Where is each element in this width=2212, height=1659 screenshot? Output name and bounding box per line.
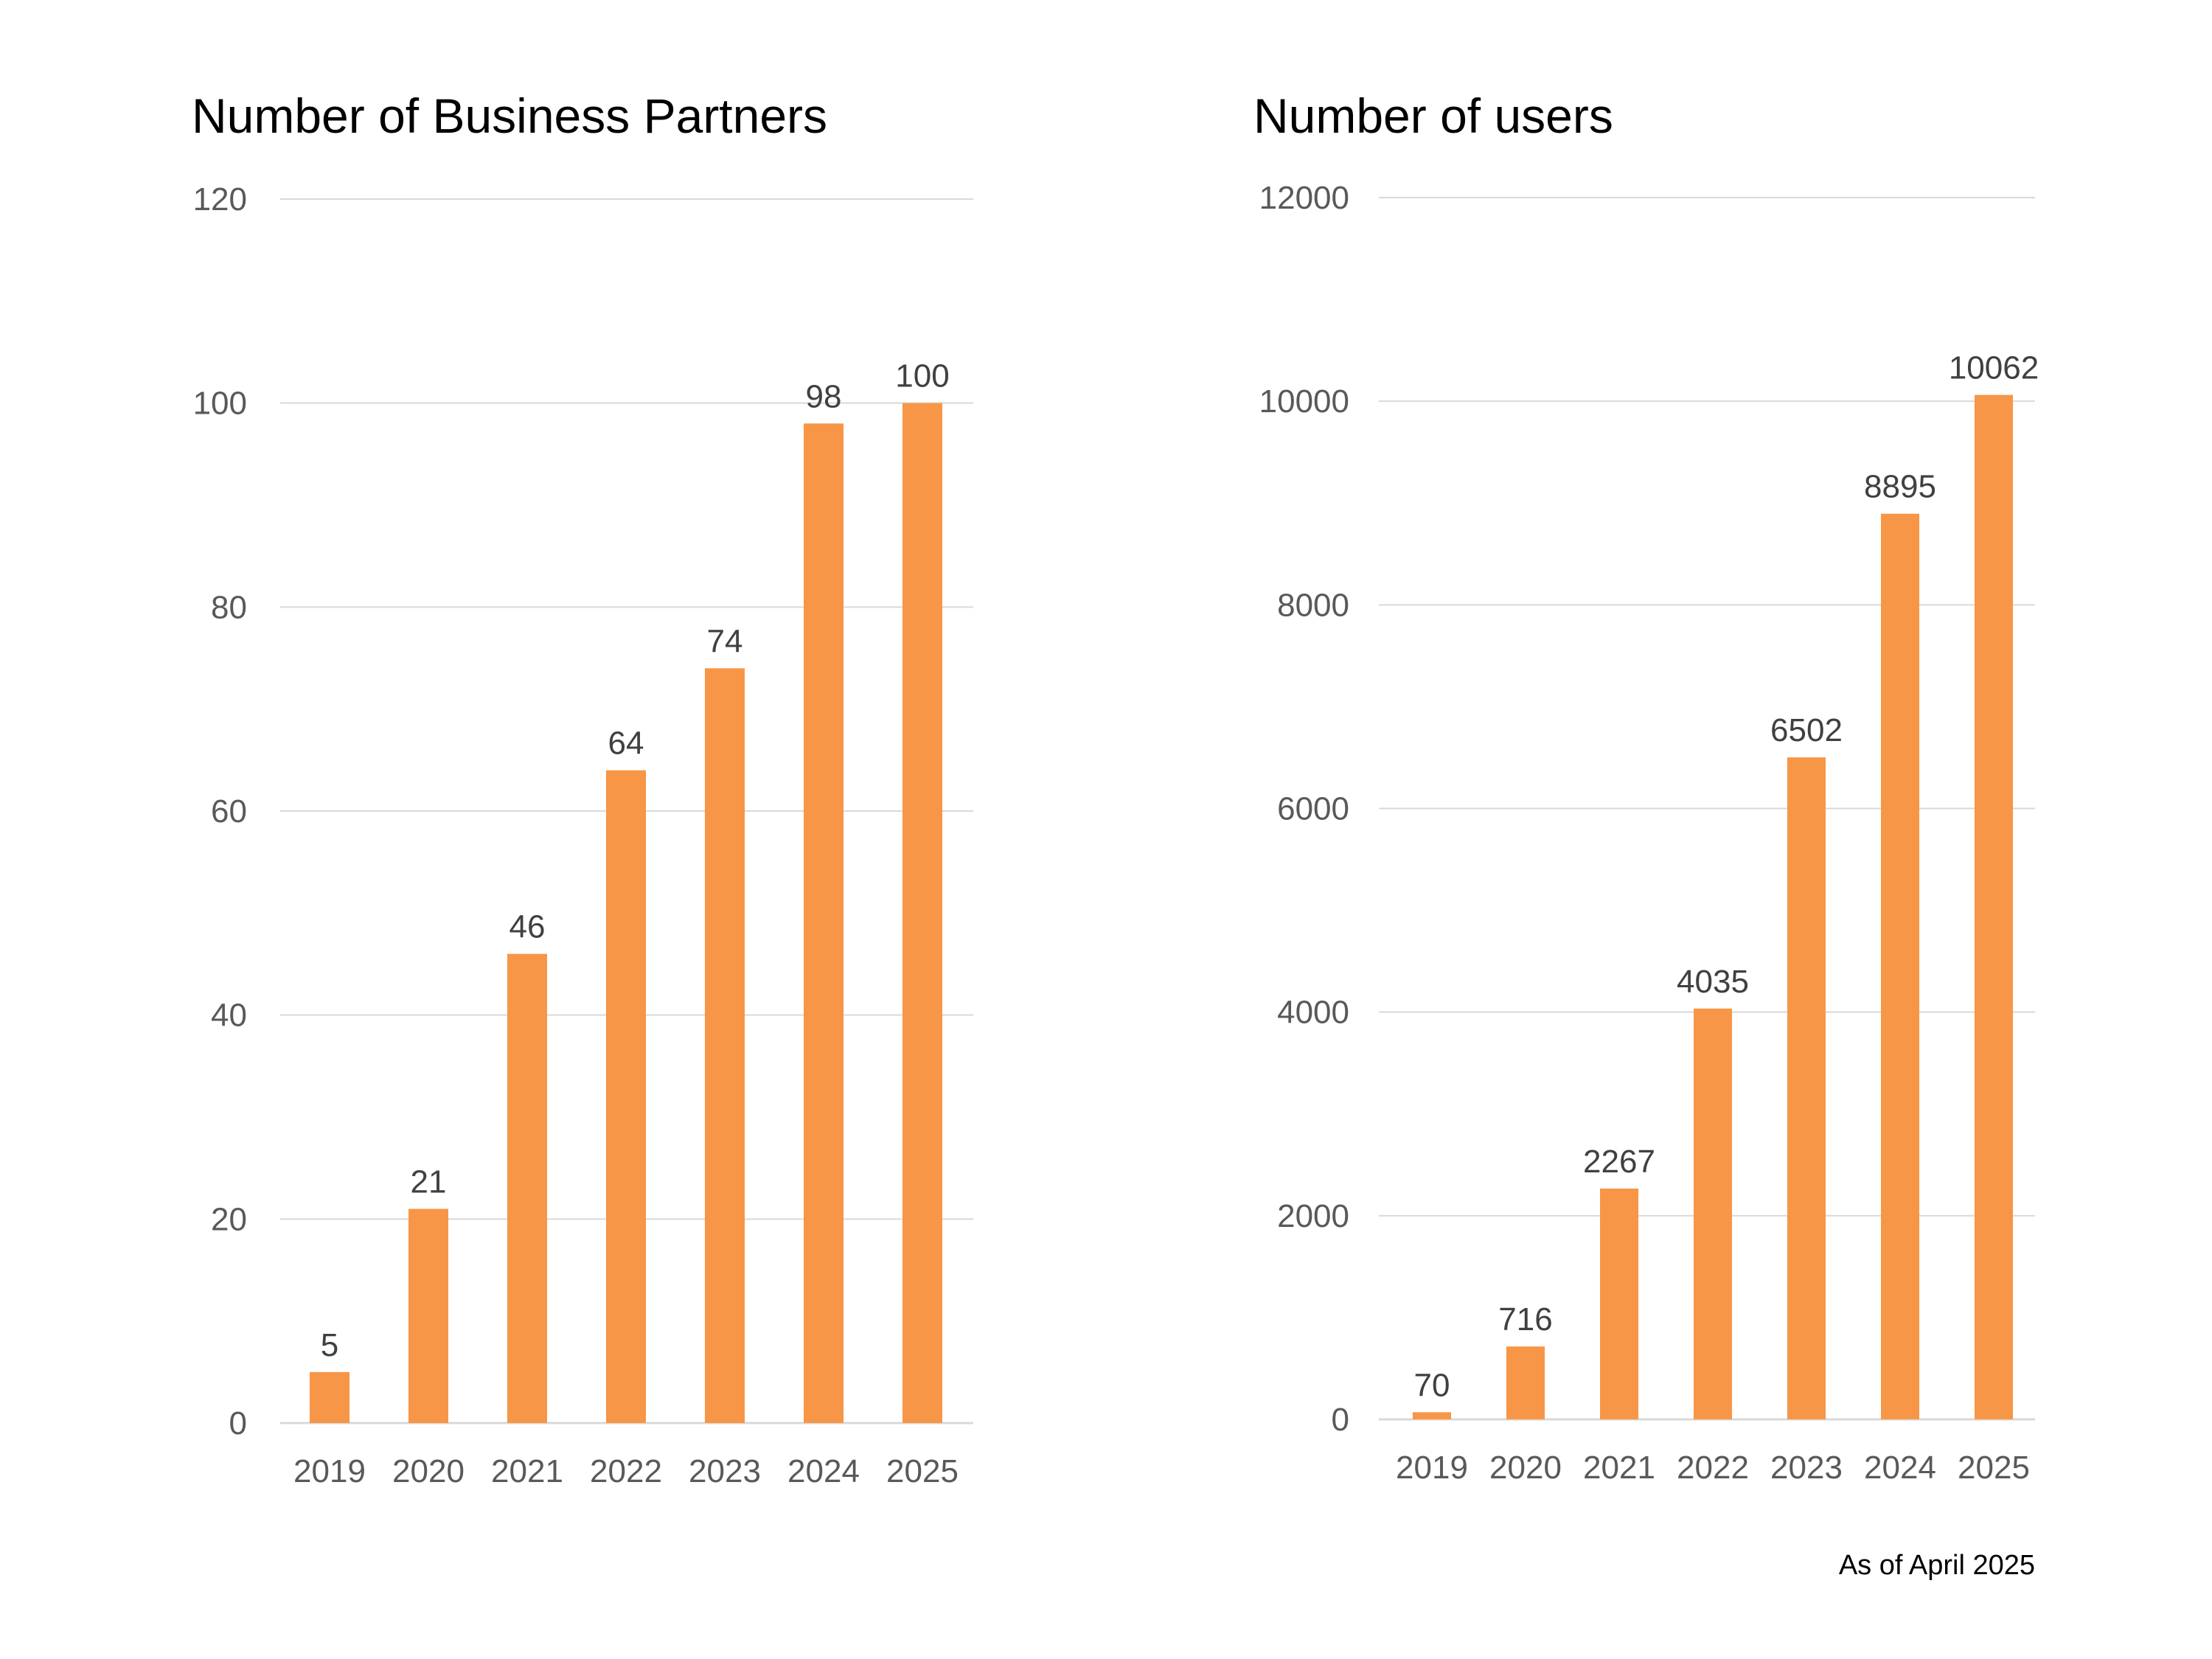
data-label: 8895 — [1864, 469, 1936, 505]
gridlines — [280, 198, 973, 1425]
y-tick-label: 4000 — [1277, 995, 1349, 1031]
bar — [1413, 1412, 1451, 1419]
x-tick-label: 2025 — [1958, 1450, 2030, 1486]
chart-title: Number of users — [1253, 88, 1613, 143]
x-tick-label: 2024 — [787, 1453, 860, 1489]
x-tick-label: 2023 — [689, 1453, 761, 1489]
data-labels: 5 21 46 64 74 98 100 — [321, 358, 950, 1363]
bar — [804, 423, 844, 1424]
data-label: 6502 — [1770, 712, 1843, 748]
bar — [1600, 1188, 1638, 1419]
bar — [1975, 394, 2013, 1420]
y-tick-label: 80 — [211, 589, 247, 625]
y-tick-label: 20 — [211, 1201, 247, 1237]
data-label: 2267 — [1583, 1144, 1655, 1180]
data-label: 74 — [707, 623, 743, 659]
x-tick-label: 2020 — [392, 1453, 465, 1489]
data-label: 46 — [509, 909, 546, 945]
chart-title: Number of Business Partners — [192, 88, 827, 143]
y-tick-label: 10000 — [1259, 383, 1349, 420]
y-tick-label: 8000 — [1277, 587, 1349, 623]
y-tick-label: 12000 — [1259, 180, 1349, 216]
y-tick-label: 2000 — [1277, 1198, 1349, 1234]
x-tick-label: 2020 — [1489, 1450, 1562, 1486]
business-partners-chart: Number of Business Partners 0 20 40 60 80 100… — [192, 88, 973, 1489]
data-labels: 70 716 2267 4035 6502 8895 10062 — [1414, 350, 2039, 1404]
data-label: 4035 — [1677, 964, 1749, 1000]
bar — [1787, 757, 1826, 1419]
data-label: 100 — [895, 358, 949, 394]
bar — [310, 1371, 349, 1423]
bar — [705, 668, 745, 1423]
data-label: 716 — [1498, 1301, 1552, 1338]
data-label: 5 — [321, 1327, 338, 1363]
y-tick-label: 120 — [193, 181, 247, 218]
x-tick-label: 2025 — [886, 1453, 959, 1489]
bar — [902, 403, 942, 1423]
x-tick-label: 2019 — [293, 1453, 366, 1489]
x-tick-label: 2023 — [1770, 1450, 1843, 1486]
bar — [1881, 513, 1919, 1419]
y-axis-ticks: 0 20 40 60 80 100 120 — [193, 181, 247, 1441]
bar — [1506, 1346, 1545, 1419]
y-tick-label: 60 — [211, 793, 247, 830]
data-label: 21 — [411, 1164, 447, 1200]
y-tick-label: 0 — [1332, 1402, 1349, 1438]
x-tick-label: 2021 — [1583, 1450, 1655, 1486]
y-tick-label: 40 — [211, 998, 247, 1034]
x-tick-label: 2019 — [1396, 1450, 1468, 1486]
x-axis-ticks: 2019 2020 2021 2022 2023 2024 2025 — [1396, 1450, 2030, 1486]
y-tick-label: 6000 — [1277, 791, 1349, 827]
x-tick-label: 2024 — [1864, 1450, 1936, 1486]
data-label: 64 — [608, 726, 644, 762]
x-axis-ticks: 2019 2020 2021 2022 2023 2024 2025 — [293, 1453, 959, 1489]
x-tick-label: 2022 — [590, 1453, 662, 1489]
users-chart: Number of users 0 2000 4000 6000 8000 10000 12… — [1253, 88, 2039, 1486]
bar — [507, 953, 547, 1423]
x-tick-label: 2021 — [491, 1453, 563, 1489]
bar — [606, 770, 646, 1423]
footnote: As of April 2025 — [1839, 1550, 2035, 1581]
y-axis-ticks: 0 2000 4000 6000 8000 10000 12000 — [1259, 180, 1349, 1438]
bar — [1694, 1008, 1732, 1419]
y-tick-label: 100 — [193, 386, 247, 422]
bars — [310, 403, 942, 1424]
bars — [1413, 394, 2013, 1420]
data-label: 98 — [806, 378, 842, 414]
data-label: 70 — [1414, 1367, 1450, 1403]
data-label: 10062 — [1949, 350, 2039, 386]
bar — [408, 1208, 448, 1423]
x-tick-label: 2022 — [1677, 1450, 1749, 1486]
y-tick-label: 0 — [229, 1405, 247, 1441]
